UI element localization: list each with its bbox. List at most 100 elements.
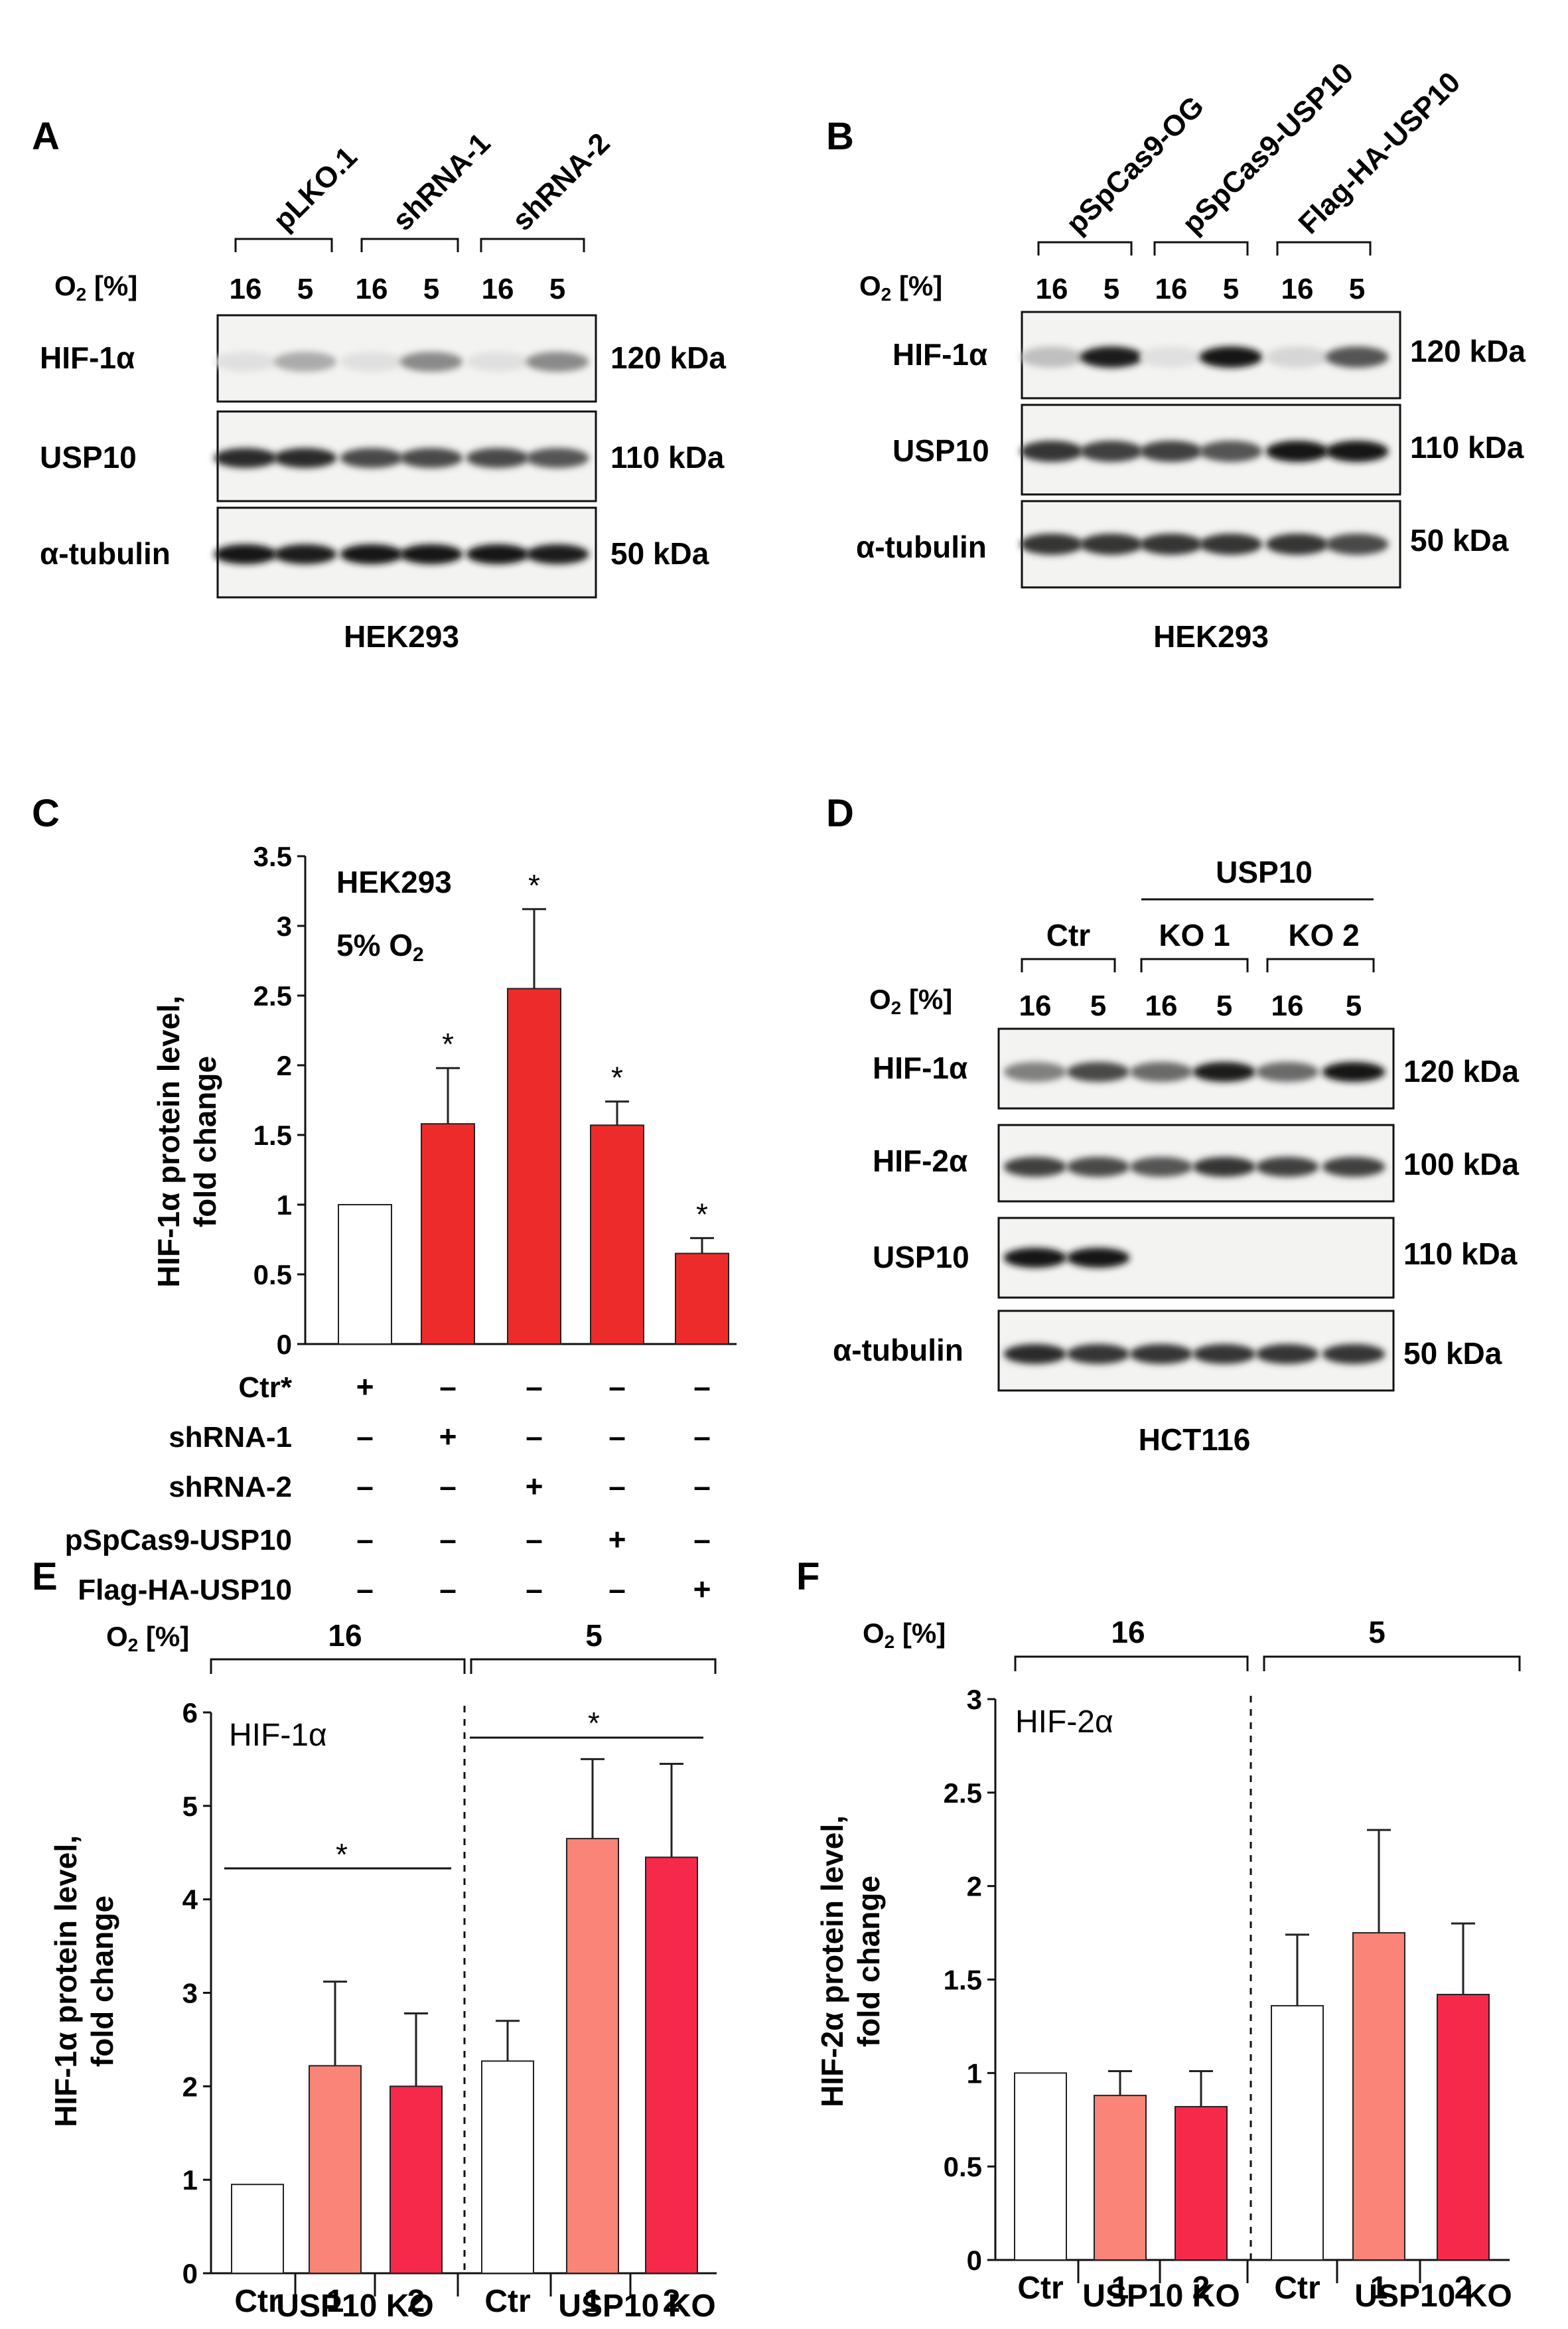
blot-a-group-3: shRNA-2 (506, 127, 616, 237)
condition-mark: – (608, 1572, 626, 1606)
blot-b-row-usp10: USP10 (892, 433, 989, 468)
chart-c-annotation-2: 5% O2 (336, 928, 424, 966)
blot-d-kda-tubulin: 50 kDa (1403, 1336, 1502, 1371)
category-label: Ctr (1274, 2271, 1320, 2306)
blot-band (1322, 1157, 1386, 1177)
blot-b-o2-4: 5 (1223, 273, 1239, 305)
y-tick-label: 3 (967, 1684, 982, 1715)
condition-row-label: pSpCas9-USP10 (65, 1524, 292, 1556)
chart-c-annotation-1: HEK293 (336, 865, 452, 899)
blot-band (340, 448, 403, 468)
chart-f-bracket-5 (1263, 1655, 1521, 1671)
chart-f-group-16: 16 (1111, 1615, 1145, 1649)
chart-c-ylabel-1: HIF-1α protein level, (151, 996, 186, 1288)
y-tick-label: 6 (182, 1697, 198, 1728)
condition-mark: – (439, 1572, 457, 1606)
panel-label-f: F (796, 1555, 820, 1598)
condition-mark: – (356, 1419, 374, 1454)
blot-band (1192, 1062, 1256, 1082)
panel-label-d: D (826, 792, 854, 835)
y-tick-label: 4 (182, 1884, 198, 1916)
blot-band (273, 448, 337, 468)
significance-mark: * (588, 1706, 600, 1740)
blot-band (340, 352, 403, 372)
blot-band (526, 544, 589, 564)
category-label: 2 (663, 2284, 681, 2319)
y-tick-label: 0 (967, 2245, 982, 2276)
chart-f-ylabel-1: HIF-2α protein level, (815, 1815, 849, 2107)
blot-d-group-2: KO 1 (1159, 918, 1230, 952)
chart-e-bracket-5 (470, 1658, 717, 1674)
blot-band (466, 352, 530, 372)
panel-label-e: E (32, 1555, 58, 1598)
blot-a-cell-line: HEK293 (344, 619, 459, 654)
blot-band (214, 544, 277, 564)
y-tick-label: 0.5 (944, 2151, 982, 2182)
blot-a-bracket-2 (360, 238, 459, 252)
blot-band (399, 544, 463, 564)
blot-d-o2-1: 16 (1019, 990, 1052, 1022)
condition-mark: + (526, 1469, 543, 1503)
blot-a-row-usp10: USP10 (40, 440, 137, 475)
chart-f: O2 [%] 16 5 0 0.5 1 1.5 2 2.5 3 Ctr 1 2 Ctr 1 2 HIF-… (815, 1615, 1521, 2314)
blot-a-bracket-3 (480, 238, 585, 252)
chart-f-group-label-1: USP10 KO (1082, 2279, 1240, 2314)
bar (1271, 2004, 1324, 2261)
blot-band (1003, 1157, 1067, 1177)
blot-band (1129, 1344, 1193, 1364)
condition-mark: – (439, 1469, 457, 1503)
category-label: 1 (1111, 2271, 1129, 2306)
blot-band (1255, 1062, 1319, 1082)
blot-d-bracket-1 (1021, 958, 1116, 972)
bar (390, 2085, 443, 2274)
blot-band (1192, 1344, 1256, 1364)
condition-mark: + (693, 1572, 711, 1606)
category-label: Ctr (484, 2284, 530, 2319)
condition-row-label: Ctr* (238, 1371, 293, 1404)
blot-band (466, 448, 530, 468)
blot-band (1255, 1157, 1319, 1177)
blot-band (1265, 346, 1329, 368)
condition-mark: – (693, 1469, 711, 1503)
condition-mark: – (526, 1572, 543, 1606)
y-tick-label: 3 (182, 1978, 198, 2009)
category-label: 1 (584, 2284, 602, 2319)
blot-a-o2-1: 16 (230, 273, 262, 305)
blot-b-bands (1020, 346, 1389, 555)
blot-b-o2-6: 5 (1349, 273, 1365, 305)
y-tick-label: 0.5 (253, 1259, 292, 1290)
blot-d-o2-label: O2 [%] (869, 984, 952, 1018)
bar (590, 1124, 644, 1345)
y-tick-label: 5 (182, 1791, 198, 1822)
blot-b-o2-3: 16 (1155, 273, 1188, 305)
y-tick-label: 2 (182, 2071, 198, 2102)
bar (1437, 1994, 1490, 2261)
bar (507, 988, 561, 1345)
significance-mark: * (611, 1061, 623, 1095)
blot-b-o2-1: 16 (1036, 273, 1068, 305)
bar (1014, 2072, 1067, 2261)
blot-band (1322, 1062, 1386, 1082)
condition-mark: – (608, 1469, 626, 1503)
chart-e-marks: 0 1 2 3 4 5 6 Ctr 1 2 Ctr 1 2 * * (182, 1697, 717, 2319)
blot-d-top-group: USP10 (1216, 855, 1313, 889)
bar (481, 2060, 534, 2275)
blot-b-kda-tubulin: 50 kDa (1410, 523, 1509, 558)
category-label: 1 (326, 2284, 344, 2319)
blot-b-kda-hif1a: 120 kDa (1410, 334, 1526, 368)
blot-d-bands (1003, 1062, 1386, 1364)
y-tick-label: 3.5 (253, 841, 292, 872)
chart-e-o2-label: O2 [%] (106, 1621, 189, 1655)
blot-band (1080, 441, 1143, 462)
category-label: Ctr (234, 2284, 280, 2319)
blot-a-o2-2: 5 (297, 273, 313, 305)
y-tick-label: 2 (967, 1871, 982, 1902)
chart-f-group-5: 5 (1368, 1615, 1386, 1649)
chart-f-o2-label: O2 [%] (863, 1617, 946, 1652)
blot-a-row-hif1a: HIF-1α (40, 340, 135, 375)
chart-c-conditions: Ctr* + – – – – shRNA-1 – + – – – shRNA-2 – – + – – pSpCas9… (65, 1369, 711, 1606)
blot-a-group-2: shRNA-1 (386, 127, 496, 237)
blot-b-row-hif1a: HIF-1α (892, 337, 987, 372)
condition-mark: + (608, 1522, 626, 1556)
y-tick-label: 1 (182, 2164, 198, 2196)
